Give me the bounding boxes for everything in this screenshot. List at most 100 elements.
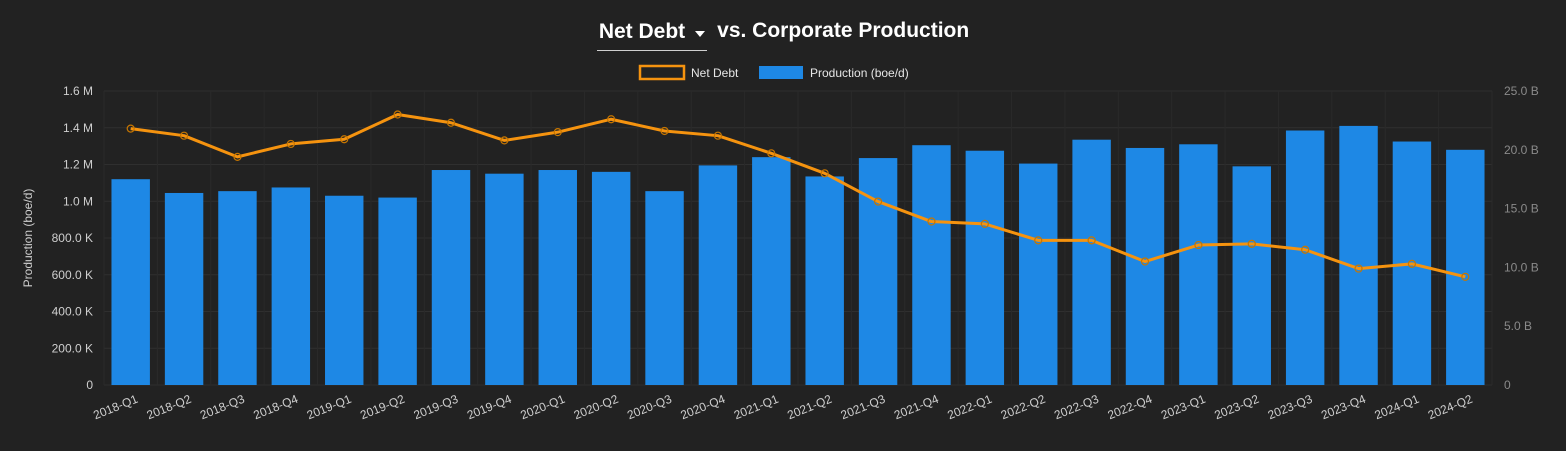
legend-label-net-debt: Net Debt xyxy=(691,66,739,80)
production-bar xyxy=(591,171,631,385)
x-tick-label: 2018-Q2 xyxy=(145,392,194,423)
x-tick-label: 2023-Q3 xyxy=(1266,392,1315,423)
y-left-tick-label: 400.0 K xyxy=(52,305,93,319)
y-right-tick-label: 20.0 B xyxy=(1504,143,1539,157)
net-debt-point xyxy=(233,152,242,161)
net-debt-line-series xyxy=(126,110,1470,281)
net-debt-point xyxy=(1247,239,1256,248)
net-debt-point xyxy=(927,217,936,226)
production-bar xyxy=(1125,147,1165,385)
y-left-tick-label: 1.0 M xyxy=(63,194,93,208)
chart-title-text: vs. Corporate Production xyxy=(717,19,970,42)
net-debt-point xyxy=(500,136,509,145)
production-bar xyxy=(1446,149,1485,385)
production-bar xyxy=(485,173,524,385)
net-debt-point xyxy=(393,110,402,119)
x-tick-label: 2019-Q1 xyxy=(305,392,354,423)
x-tick-label: 2022-Q2 xyxy=(999,392,1048,423)
production-bar xyxy=(378,197,417,385)
y-left-tick-label: 0 xyxy=(86,378,93,392)
y-left-tick-label: 1.4 M xyxy=(63,121,93,135)
y-left-tick-label: 800.0 K xyxy=(52,231,93,245)
net-debt-point xyxy=(1140,257,1150,266)
metric-selector[interactable]: Net Debt xyxy=(596,18,708,51)
x-tick-label: 2023-Q2 xyxy=(1212,392,1261,423)
production-bar xyxy=(645,191,684,385)
x-tick-label: 2018-Q3 xyxy=(198,392,247,423)
x-tick-label: 2021-Q4 xyxy=(892,392,941,423)
net-debt-point xyxy=(126,124,135,133)
production-bar xyxy=(271,187,311,385)
net-debt-point xyxy=(980,219,989,228)
x-tick-label: 2021-Q1 xyxy=(732,392,781,423)
x-tick-label: 2024-Q2 xyxy=(1426,392,1475,423)
production-bar xyxy=(218,191,257,385)
x-tick-label: 2024-Q1 xyxy=(1373,392,1422,423)
y-left-tick-label: 1.6 M xyxy=(63,84,93,98)
x-tick-label: 2022-Q3 xyxy=(1052,392,1101,423)
x-tick-label: 2021-Q3 xyxy=(839,392,888,423)
net-debt-point xyxy=(1034,236,1043,245)
x-tick-label: 2023-Q1 xyxy=(1159,392,1208,423)
net-debt-point xyxy=(1087,236,1096,245)
net-debt-point xyxy=(660,126,669,136)
x-tick-label: 2019-Q2 xyxy=(358,392,407,423)
production-bar xyxy=(325,195,364,385)
net-debt-point xyxy=(713,131,723,140)
legend-item-net-debt[interactable]: Net Debt xyxy=(638,64,739,81)
y-right-tick-label: 15.0 B xyxy=(1504,202,1539,216)
net-debt-point xyxy=(1354,264,1363,273)
x-tick-label: 2023-Q4 xyxy=(1319,392,1368,423)
x-tick-label: 2021-Q2 xyxy=(785,392,834,423)
x-tick-label: 2020-Q2 xyxy=(572,392,621,423)
net-debt-point xyxy=(553,128,562,137)
production-bar xyxy=(858,158,898,385)
production-bar xyxy=(1019,163,1058,385)
production-bar xyxy=(965,150,1005,385)
legend-swatch-production xyxy=(759,66,803,79)
chart-title: Net Debt vs. Corporate Production xyxy=(0,18,1566,51)
production-bar xyxy=(431,170,471,385)
x-tick-label: 2020-Q4 xyxy=(679,392,728,423)
production-bar xyxy=(1285,130,1325,385)
x-tick-label: 2022-Q4 xyxy=(1106,392,1155,423)
production-bar xyxy=(538,170,577,385)
net-debt-point xyxy=(1194,240,1203,250)
x-tick-label: 2018-Q1 xyxy=(91,392,140,423)
x-tick-label: 2020-Q1 xyxy=(518,392,567,423)
net-debt-point xyxy=(607,115,616,124)
x-tick-label: 2018-Q4 xyxy=(251,392,300,423)
y-left-axis-label: Production (boe/d) xyxy=(21,189,35,288)
net-debt-point xyxy=(767,149,776,158)
x-tick-label: 2019-Q4 xyxy=(465,392,514,423)
production-bar xyxy=(912,145,951,385)
legend-label-production: Production (boe/d) xyxy=(810,66,909,80)
production-bar xyxy=(1072,139,1111,385)
y-right-tick-label: 25.0 B xyxy=(1504,84,1539,98)
net-debt-point xyxy=(286,139,295,149)
net-debt-point xyxy=(873,197,883,206)
production-bar xyxy=(164,192,204,385)
legend[interactable]: Net Debt Production (boe/d) xyxy=(638,64,909,81)
x-tick-label: 2020-Q3 xyxy=(625,392,674,423)
y-left-tick-label: 600.0 K xyxy=(52,268,93,282)
production-bar xyxy=(805,176,844,385)
metric-selector-label: Net Debt xyxy=(598,20,686,43)
production-bar xyxy=(1339,125,1378,385)
legend-swatch-net-debt xyxy=(638,64,686,81)
net-debt-point xyxy=(1461,272,1470,281)
x-tick-label: 2019-Q3 xyxy=(412,392,461,423)
net-debt-line xyxy=(130,113,1466,279)
net-debt-point xyxy=(1301,245,1310,254)
production-bars xyxy=(111,125,1485,385)
legend-item-production[interactable]: Production (boe/d) xyxy=(759,66,909,80)
production-bar xyxy=(1179,144,1218,385)
x-tick-label: 2022-Q1 xyxy=(945,392,994,423)
production-bar xyxy=(1232,166,1271,385)
y-right-tick-label: 5.0 B xyxy=(1504,319,1532,333)
y-right-tick-label: 10.0 B xyxy=(1504,260,1539,274)
net-debt-point xyxy=(179,131,189,140)
net-debt-point xyxy=(340,135,349,144)
production-bar xyxy=(752,157,791,385)
